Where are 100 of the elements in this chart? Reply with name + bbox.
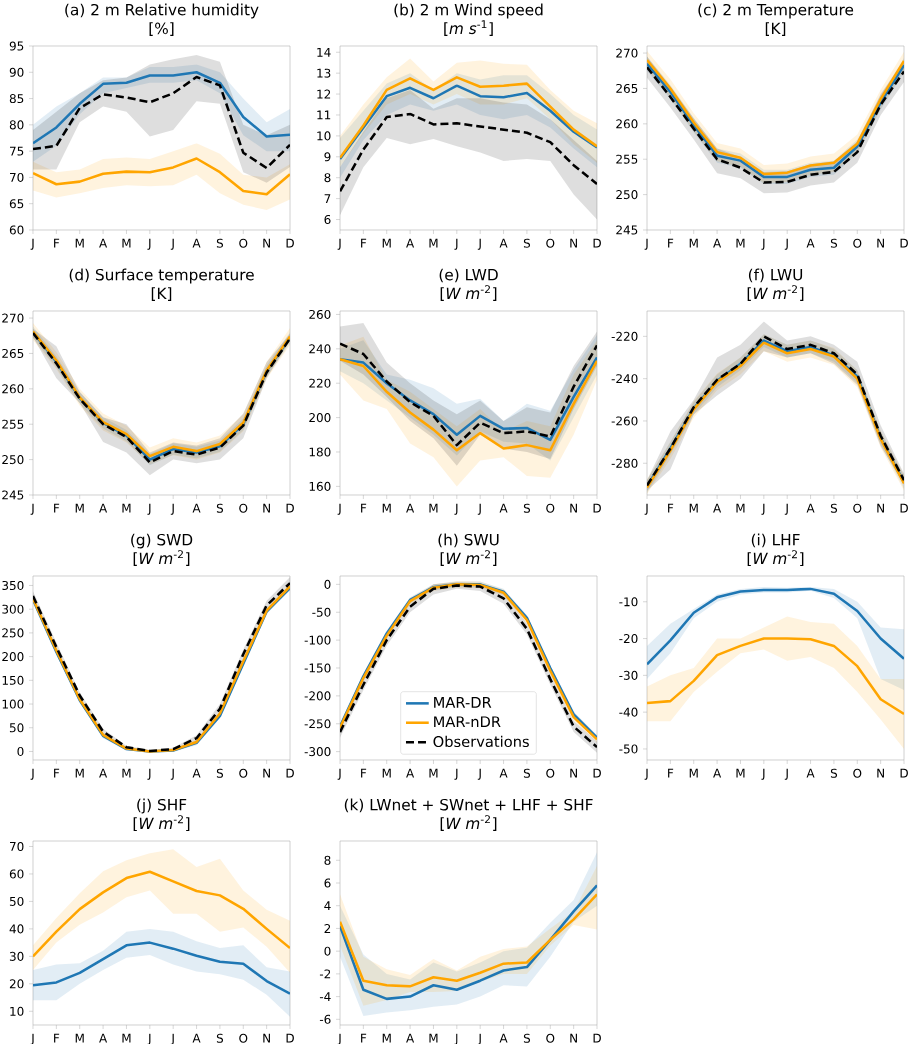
x-tick-label: D	[593, 503, 601, 513]
y-tick-label: 20	[9, 979, 24, 989]
y-tick-label: -40	[619, 707, 638, 717]
x-tick-label: O	[546, 503, 555, 513]
x-tick-label: J	[337, 238, 341, 250]
x-tick-label: A	[806, 238, 815, 248]
x-tick-label: S	[523, 238, 531, 248]
x-tick-label: J	[147, 238, 151, 250]
y-tick-label: 8	[324, 173, 331, 183]
x-tick-label: D	[286, 768, 294, 778]
x-tick-label: S	[216, 768, 224, 778]
chart-subtitle: [K]	[765, 22, 786, 36]
x-tick-label: F	[361, 1033, 367, 1043]
y-tick-label: 60	[9, 225, 24, 235]
x-tick-label: S	[216, 1033, 224, 1043]
y-tick-label: 260	[616, 119, 638, 129]
x-tick-label: F	[668, 503, 674, 513]
x-tick-label: S	[216, 503, 224, 513]
x-tick-label: J	[147, 1033, 151, 1044]
y-tick-label: -20	[619, 634, 638, 644]
y-tick-label: 100	[2, 699, 24, 709]
x-tick-label: M	[382, 768, 391, 778]
y-tick-label: 30	[9, 951, 24, 961]
chart-subtitle: [W m$^{-2}$]	[440, 550, 497, 566]
x-tick-label: F	[54, 238, 60, 248]
x-tick-label: A	[499, 768, 508, 778]
y-tick-label: 11	[317, 110, 331, 120]
x-tick-label: A	[192, 768, 201, 778]
x-tick-label: J	[784, 503, 788, 515]
x-tick-label: O	[239, 1033, 248, 1043]
x-tick-label: J	[477, 768, 481, 780]
y-tick-label: 12	[317, 89, 331, 99]
x-tick-label: J	[454, 503, 458, 515]
x-tick-label: M	[122, 1033, 131, 1043]
x-tick-label: M	[122, 503, 131, 513]
x-tick-label: A	[713, 238, 722, 248]
y-tick-label: 245	[2, 490, 24, 500]
x-tick-label: J	[761, 503, 765, 515]
y-tick-label: 75	[10, 146, 24, 156]
x-tick-label: D	[593, 768, 601, 778]
y-tick-label: -100	[304, 635, 331, 645]
chart-subtitle: [K]	[151, 287, 172, 301]
y-tick-label: 260	[309, 309, 331, 319]
x-tick-label: F	[54, 503, 60, 513]
x-tick-label: O	[853, 503, 862, 513]
chart-title: (a) 2 m Relative humidity	[65, 3, 259, 19]
x-tick-label: M	[736, 503, 745, 513]
legend-label: Observations	[433, 735, 529, 748]
x-tick-label: A	[99, 768, 108, 778]
x-tick-label: M	[429, 768, 438, 778]
x-tick-label: M	[429, 1033, 438, 1043]
x-tick-label: D	[286, 503, 294, 513]
y-tick-label: 2	[324, 923, 331, 933]
x-tick-label: N	[877, 238, 884, 248]
chart-subtitle: [m s$^{-1}$]	[444, 20, 493, 36]
x-tick-label: D	[286, 1033, 294, 1043]
y-tick-label: 13	[317, 68, 331, 78]
x-tick-label: J	[761, 768, 765, 780]
x-tick-label: J	[147, 768, 151, 780]
x-tick-label: A	[406, 768, 415, 778]
y-tick-label: 255	[616, 154, 638, 164]
y-tick-label: 0	[17, 746, 24, 756]
y-tick-label: -240	[611, 374, 638, 384]
x-tick-label: A	[713, 768, 722, 778]
x-tick-label: J	[30, 768, 34, 780]
y-tick-label: 90	[9, 67, 24, 77]
x-tick-label: M	[689, 238, 698, 248]
x-tick-label: A	[713, 503, 722, 513]
y-tick-label: 255	[2, 419, 24, 429]
x-tick-label: N	[263, 768, 270, 778]
y-tick-label: 200	[2, 652, 24, 662]
y-tick-label: -50	[619, 744, 638, 754]
x-tick-label: F	[361, 768, 367, 778]
x-tick-label: J	[170, 238, 174, 250]
x-tick-label: J	[784, 238, 788, 250]
x-tick-label: M	[75, 503, 84, 513]
y-tick-label: 6	[324, 878, 331, 888]
x-tick-label: M	[382, 238, 391, 248]
x-tick-label: O	[239, 768, 248, 778]
x-tick-label: A	[806, 768, 815, 778]
x-tick-label: O	[546, 1033, 555, 1043]
x-tick-label: M	[736, 238, 745, 248]
y-tick-label: 85	[9, 94, 24, 104]
chart-title: (f) LWU	[748, 268, 803, 283]
chart-title: (d) Surface temperature	[69, 268, 254, 284]
x-tick-label: J	[477, 503, 481, 515]
x-tick-label: N	[877, 768, 884, 778]
y-tick-label: 260	[2, 384, 24, 394]
y-tick-label: 300	[2, 604, 24, 614]
x-tick-label: J	[784, 768, 788, 780]
x-tick-label: J	[477, 1033, 481, 1044]
x-tick-label: D	[900, 238, 908, 248]
x-tick-label: F	[668, 768, 674, 778]
x-tick-label: N	[570, 238, 577, 248]
x-tick-label: F	[361, 238, 367, 248]
x-tick-label: F	[668, 238, 674, 248]
y-tick-label: 10	[317, 131, 331, 141]
chart-title: (e) LWD	[439, 268, 498, 283]
x-tick-label: S	[523, 768, 531, 778]
x-tick-label: O	[853, 238, 862, 248]
